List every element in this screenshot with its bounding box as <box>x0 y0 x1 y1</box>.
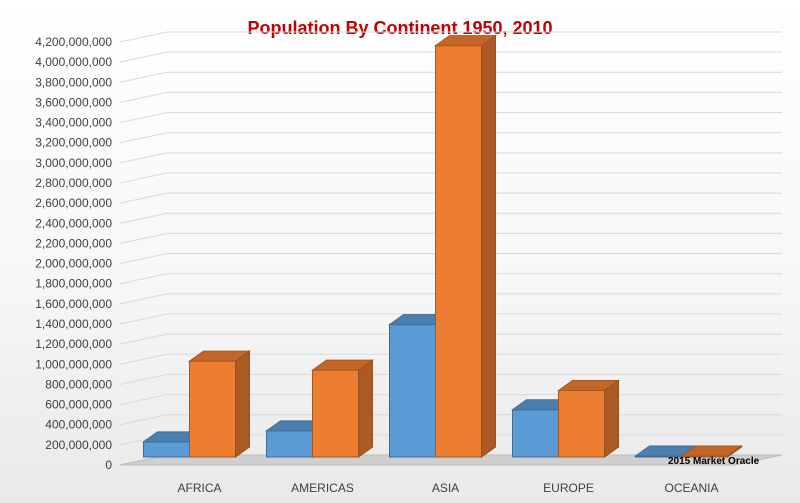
y-tick-label: 2,400,000,000 <box>35 216 112 230</box>
bar <box>266 430 313 458</box>
y-tick-label: 2,000,000,000 <box>35 257 112 271</box>
gridline-depth <box>119 353 168 365</box>
y-tick-label: 2,600,000,000 <box>35 196 112 210</box>
y-tick-label: 800,000,000 <box>45 377 112 391</box>
y-tick-label: 2,200,000,000 <box>35 236 112 250</box>
bar <box>189 360 236 458</box>
y-tick-label: 1,200,000,000 <box>35 337 112 351</box>
gridline-depth <box>119 132 168 144</box>
y-tick-label: 3,200,000,000 <box>35 136 112 150</box>
x-tick-label: AMERICAS <box>291 481 354 495</box>
gridline-depth <box>119 373 168 385</box>
bar <box>143 441 190 458</box>
gridline-depth <box>119 253 168 265</box>
gridline-depth <box>119 273 168 285</box>
bar-side <box>358 359 373 458</box>
gridline-depth <box>119 313 168 325</box>
gridline-depth <box>119 152 168 164</box>
floor <box>119 454 783 466</box>
gridline-depth <box>119 212 168 224</box>
y-tick-label: 3,600,000,000 <box>35 95 112 109</box>
y-tick-label: 1,400,000,000 <box>35 317 112 331</box>
gridline-depth <box>119 293 168 305</box>
y-tick-label: 400,000,000 <box>45 418 112 432</box>
x-tick-label: ASIA <box>432 481 459 495</box>
y-tick-label: 2,800,000,000 <box>35 176 112 190</box>
gridline-depth <box>119 414 168 426</box>
bar <box>312 369 359 458</box>
y-tick-label: 1,000,000,000 <box>35 357 112 371</box>
y-tick-label: 3,400,000,000 <box>35 116 112 130</box>
bar-side <box>604 379 619 458</box>
x-tick-label: AFRICA <box>177 481 221 495</box>
gridline-depth <box>119 112 168 124</box>
bar-side <box>727 445 742 458</box>
y-tick-label: 1,600,000,000 <box>35 297 112 311</box>
gridline-depth <box>119 51 168 63</box>
gridline-depth <box>119 192 168 204</box>
bar <box>435 45 482 458</box>
bar-side <box>235 350 250 458</box>
bar <box>512 409 559 458</box>
y-tick-label: 0 <box>105 458 112 472</box>
y-tick-label: 3,800,000,000 <box>35 75 112 89</box>
gridline-depth <box>119 394 168 406</box>
credit-label: 2015 Market Oracle <box>668 456 760 467</box>
bar <box>389 324 436 458</box>
y-tick-label: 4,000,000,000 <box>35 55 112 69</box>
gridline-depth <box>119 91 168 103</box>
y-tick-label: 1,800,000,000 <box>35 277 112 291</box>
chart-title: Population By Continent 1950, 2010 <box>247 18 553 38</box>
gridline-depth <box>119 172 168 184</box>
x-tick-label: EUROPE <box>543 481 594 495</box>
y-tick-label: 3,000,000,000 <box>35 156 112 170</box>
y-tick-label: 600,000,000 <box>45 398 112 412</box>
y-tick-label: 200,000,000 <box>45 438 112 452</box>
gridline-depth <box>119 31 168 43</box>
bar <box>558 389 605 458</box>
gridline-depth <box>119 232 168 244</box>
y-tick-label: 4,200,000,000 <box>35 35 112 49</box>
x-tick-label: OCEANIA <box>664 481 718 495</box>
gridline-depth <box>119 71 168 83</box>
bar-side <box>481 34 496 458</box>
gridline-depth <box>119 333 168 345</box>
